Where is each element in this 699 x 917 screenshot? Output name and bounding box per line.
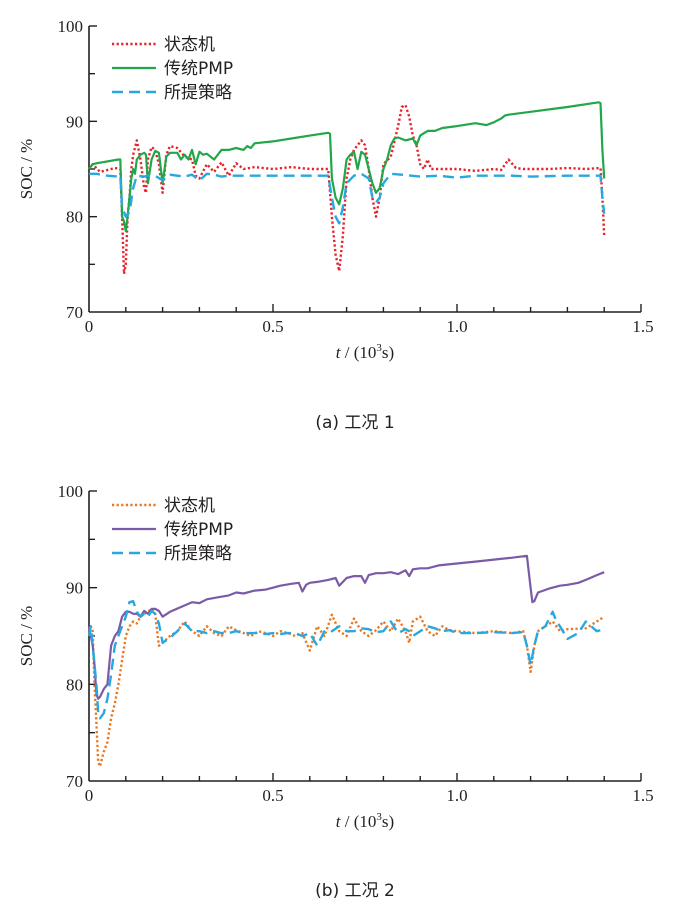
- x-axis-title-sup: 3: [376, 811, 382, 823]
- series-line-2: [88, 101, 606, 233]
- y-axis-title: SOC / %: [17, 139, 36, 199]
- y-tick-label: 70: [66, 772, 83, 791]
- x-tick-label: 0.5: [262, 786, 283, 805]
- x-axis-title-end: s): [382, 343, 394, 362]
- y-tick-label: 80: [66, 208, 83, 227]
- legend-label-1: 状态机: [164, 35, 215, 55]
- x-tick-label: 0: [85, 786, 94, 805]
- series-line-1: [87, 607, 605, 768]
- x-tick-label: 0.5: [262, 317, 283, 336]
- panel-b: 70 80 90 100 0 0.5 1.0 1.5 SOC / % t / (103s) 状态机传…: [17, 482, 654, 901]
- series-line-2: [87, 554, 605, 700]
- panel-caption: (a) 工况 1: [315, 413, 394, 433]
- legend-label-3: 所提策略: [164, 544, 232, 564]
- panel-caption: (b) 工况 2: [315, 881, 395, 901]
- y-tick-label: 100: [58, 17, 84, 36]
- y-tick-label: 90: [66, 579, 83, 598]
- x-axis-title: t / (103s): [336, 342, 394, 362]
- x-axis-title-end: s): [382, 812, 394, 831]
- y-axis-title: SOC / %: [17, 606, 36, 666]
- y-tick-label: 90: [66, 112, 83, 131]
- legend-label-2: 传统PMP: [164, 59, 233, 79]
- y-tick-label: 100: [58, 482, 84, 501]
- legend-label-2: 传统PMP: [164, 520, 233, 540]
- x-axis-title-var: t: [336, 343, 342, 362]
- x-tick-label: 1.5: [632, 317, 653, 336]
- x-axis-title: t / (103s): [336, 811, 394, 831]
- y-tick-label: 80: [66, 675, 83, 694]
- x-axis-title-unit: / (10: [341, 343, 377, 362]
- series-line-3: [87, 600, 605, 720]
- legend-label-3: 所提策略: [164, 83, 232, 103]
- panel-a: 70 80 90 100 0 0.5 1.0 1.5 SOC / % t / (103s) 状态机传…: [17, 17, 654, 433]
- x-axis-title-unit: / (10: [341, 812, 377, 831]
- x-axis-title-var: t: [336, 812, 342, 831]
- legend-label-1: 状态机: [164, 496, 215, 516]
- x-tick-label: 0: [85, 317, 94, 336]
- x-tick-label: 1.5: [632, 786, 653, 805]
- x-tick-label: 1.0: [446, 786, 467, 805]
- x-axis-title-sup: 3: [376, 342, 382, 354]
- y-tick-label: 70: [66, 303, 83, 322]
- x-tick-label: 1.0: [446, 317, 467, 336]
